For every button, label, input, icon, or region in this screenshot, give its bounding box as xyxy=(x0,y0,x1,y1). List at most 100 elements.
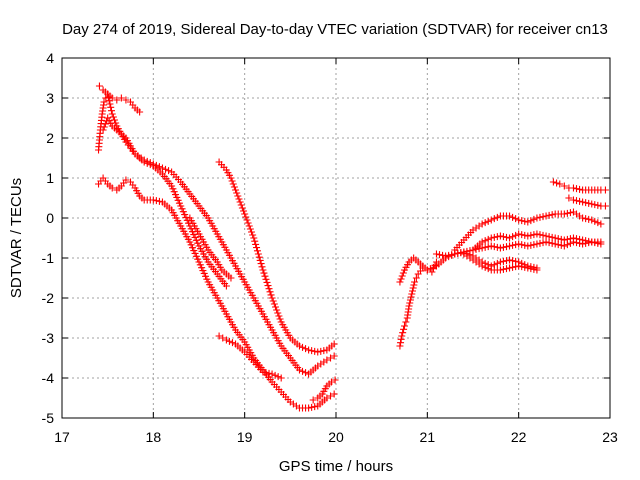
data-point-plus xyxy=(478,238,486,246)
data-point-plus xyxy=(244,219,252,227)
data-point-plus xyxy=(563,209,571,217)
data-point-plus xyxy=(506,242,514,250)
data-point-plus xyxy=(402,318,410,326)
data-point-plus xyxy=(146,161,154,169)
data-point-plus xyxy=(554,235,562,243)
data-point-plus xyxy=(457,249,465,257)
data-point-plus xyxy=(563,235,571,243)
data-point-plus xyxy=(400,325,408,333)
data-point-plus xyxy=(588,216,596,224)
data-point-plus xyxy=(515,216,523,224)
data-point-plus xyxy=(565,194,573,202)
data-point-plus xyxy=(551,234,559,242)
data-point-plus xyxy=(509,263,517,271)
data-point-plus xyxy=(309,396,317,404)
data-point-plus xyxy=(252,240,260,248)
data-point-plus xyxy=(539,231,547,239)
data-point-plus xyxy=(241,210,249,218)
data-point-plus xyxy=(396,342,404,350)
data-point-plus xyxy=(536,239,544,247)
data-point-plus xyxy=(276,315,284,323)
data-point-plus xyxy=(407,293,415,301)
data-point-plus xyxy=(245,222,253,230)
data-point-plus xyxy=(317,347,325,355)
data-point-plus xyxy=(566,235,574,243)
data-point-plus xyxy=(323,356,331,364)
data-point-plus xyxy=(585,237,593,245)
y-tick-label: -3 xyxy=(42,330,55,346)
data-point-plus xyxy=(104,90,112,98)
data-point-plus xyxy=(551,240,559,248)
data-point-plus xyxy=(478,262,486,270)
data-point-plus xyxy=(235,195,243,203)
data-point-plus xyxy=(502,233,510,241)
data-point-plus xyxy=(327,392,335,400)
data-point-plus xyxy=(399,329,407,337)
data-point-plus xyxy=(108,110,116,118)
data-point-plus xyxy=(573,185,581,193)
data-point-plus xyxy=(305,404,313,412)
data-point-plus xyxy=(104,93,112,101)
data-point-plus xyxy=(107,107,115,115)
x-tick-label: 21 xyxy=(420,429,436,445)
data-point-plus xyxy=(299,367,307,375)
data-point-plus xyxy=(548,239,556,247)
data-point-plus xyxy=(274,373,282,381)
data-point-plus xyxy=(502,257,510,265)
data-point-plus xyxy=(233,189,241,197)
data-point-plus xyxy=(308,403,316,411)
data-point-plus xyxy=(111,116,119,124)
data-point-plus xyxy=(451,250,459,258)
x-tick-label: 19 xyxy=(237,429,253,445)
data-point-plus xyxy=(136,108,144,116)
data-point-plus xyxy=(594,219,602,227)
data-point-plus xyxy=(263,278,271,286)
y-tick-label: 1 xyxy=(46,170,54,186)
data-point-plus xyxy=(536,231,544,239)
data-point-plus xyxy=(478,220,486,228)
data-point-plus xyxy=(515,240,523,248)
y-tick-labels: 4 3 2 1 0 -1 -2 -3 -4 -5 xyxy=(42,50,55,426)
data-point-plus xyxy=(530,231,538,239)
data-point-plus xyxy=(117,94,125,102)
data-point-plus xyxy=(113,96,121,104)
data-point-plus xyxy=(527,265,535,273)
data-point-plus xyxy=(397,275,405,283)
data-point-plus xyxy=(496,232,504,240)
data-point-plus xyxy=(295,366,303,374)
data-point-plus xyxy=(100,123,108,131)
data-point-plus xyxy=(481,237,489,245)
data-point-plus xyxy=(493,233,501,241)
data-point-plus xyxy=(253,244,261,252)
data-point-plus xyxy=(330,352,338,360)
data-point-plus xyxy=(327,378,335,386)
data-point-plus xyxy=(496,258,504,266)
data-point-plus xyxy=(257,260,265,268)
data-point-plus xyxy=(143,159,151,167)
data-point-plus xyxy=(499,257,507,265)
data-point-plus xyxy=(442,252,450,260)
x-tick-labels: 17 18 19 20 21 22 23 xyxy=(54,429,618,445)
data-point-plus xyxy=(556,180,564,188)
data-point-plus xyxy=(410,281,418,289)
data-point-plus xyxy=(225,337,233,345)
data-point-plus xyxy=(554,241,562,249)
data-point-plus xyxy=(302,369,310,377)
data-point-plus xyxy=(533,230,541,238)
data-point-plus xyxy=(591,217,599,225)
data-point-plus xyxy=(524,242,532,250)
data-point-plus xyxy=(484,235,492,243)
axis-ticks xyxy=(61,57,611,419)
data-point-plus xyxy=(253,247,261,255)
data-point-plus xyxy=(524,218,532,226)
data-point-plus xyxy=(270,300,278,308)
data-point-plus xyxy=(560,182,568,190)
data-point-plus xyxy=(262,369,270,377)
data-point-plus xyxy=(327,354,335,362)
data-point-plus xyxy=(487,234,495,242)
data-point-plus xyxy=(490,243,498,251)
data-point-plus xyxy=(101,120,109,128)
data-point-plus xyxy=(265,369,273,377)
data-point-plus xyxy=(259,368,267,376)
data-point-plus xyxy=(579,236,587,244)
